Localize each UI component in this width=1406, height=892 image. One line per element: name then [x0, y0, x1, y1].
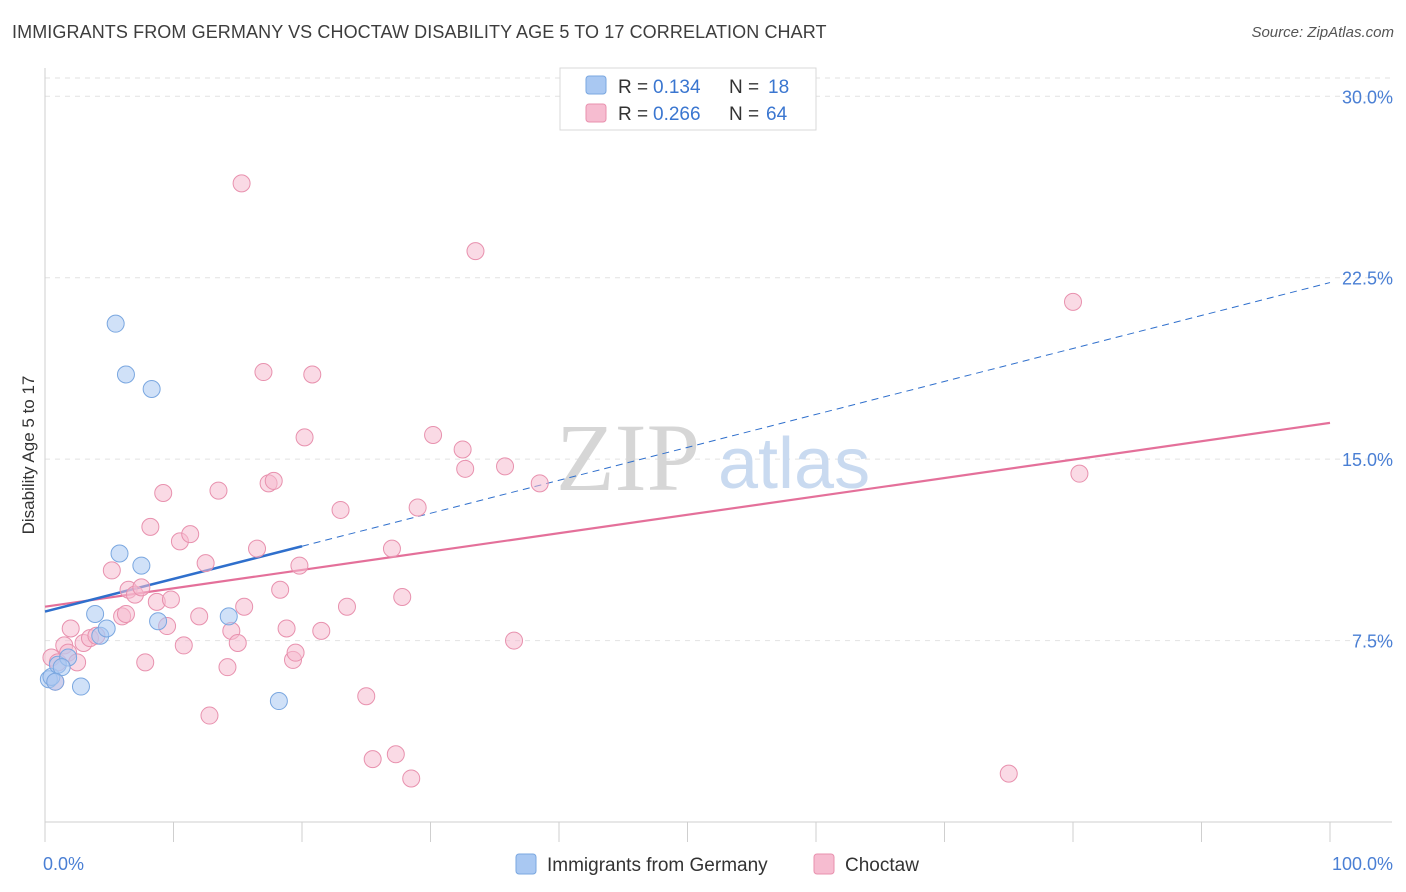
point-choctaw-23	[174, 636, 193, 655]
y-tick-labels: 7.5% 15.0% 22.5% 30.0%	[1342, 87, 1393, 651]
point-choctaw-31	[228, 633, 247, 652]
point-choctaw-16	[136, 653, 155, 672]
top-legend: R = 0.134 N = 18 R = 0.266 N = 64	[559, 67, 817, 131]
point-choctaw-48	[363, 750, 382, 769]
trend-line-choctaw	[44, 421, 1331, 608]
y-axis-label: Disability Age 5 to 17	[19, 376, 38, 535]
point-choctaw-27	[200, 706, 219, 725]
axes	[44, 68, 1392, 842]
watermark-zip: ZIP	[556, 404, 700, 511]
point-choctaw-62	[999, 764, 1018, 783]
y-tick-label-1: 15.0%	[1342, 450, 1393, 470]
point-choctaw-47	[357, 687, 376, 706]
point-choctaw-26	[196, 554, 215, 573]
point-germany-12	[142, 379, 161, 398]
point-choctaw-59	[505, 631, 524, 650]
point-choctaw-41	[290, 556, 309, 575]
legend-n-label-choctaw: N =	[729, 104, 759, 125]
point-choctaw-49	[382, 539, 401, 558]
point-choctaw-60	[530, 474, 549, 493]
point-choctaw-25	[190, 607, 209, 626]
bottom-legend-label-germany: Immigrants from Germany	[547, 855, 768, 876]
point-choctaw-34	[254, 363, 273, 382]
y-tick-label-3: 30.0%	[1342, 87, 1393, 107]
point-germany-7	[97, 619, 116, 638]
point-choctaw-32	[235, 597, 254, 616]
x-tick-label-0: 0.0%	[43, 854, 84, 874]
point-choctaw-50	[386, 745, 405, 764]
point-choctaw-10	[102, 561, 121, 580]
legend-r-label-choctaw: R =	[618, 104, 648, 125]
point-choctaw-45	[331, 500, 350, 519]
point-choctaw-53	[408, 498, 427, 517]
point-choctaw-15	[132, 578, 151, 597]
point-choctaw-46	[337, 597, 356, 616]
trend-lines	[44, 282, 1331, 613]
grid-lines	[45, 77, 1392, 642]
point-germany-9	[106, 314, 125, 333]
point-germany-4	[71, 677, 90, 696]
chart-title: IMMIGRANTS FROM GERMANY VS CHOCTAW DISAB…	[12, 22, 827, 42]
point-choctaw-19	[154, 484, 173, 503]
data-points	[39, 174, 1089, 788]
y-tick-label-0: 7.5%	[1352, 632, 1393, 652]
legend-n-value-choctaw: 64	[766, 104, 788, 125]
legend-r-value-germany: 0.134	[653, 77, 701, 98]
legend-swatch-germany	[585, 75, 607, 95]
point-choctaw-37	[271, 580, 290, 599]
bottom-legend-swatch-choctaw	[813, 853, 835, 875]
point-choctaw-36	[264, 471, 283, 490]
point-choctaw-58	[496, 457, 515, 476]
point-choctaw-28	[209, 481, 228, 500]
x-tick-label-1: 100.0%	[1332, 854, 1393, 874]
point-choctaw-29	[218, 658, 237, 677]
point-germany-11	[132, 556, 151, 575]
point-choctaw-56	[456, 459, 475, 478]
point-germany-13	[149, 612, 168, 631]
point-germany-8	[110, 544, 129, 563]
bottom-legend: Immigrants from Germany Choctaw	[515, 853, 919, 876]
legend-r-label-germany: R =	[618, 77, 648, 98]
point-choctaw-54	[424, 425, 443, 444]
point-choctaw-61	[232, 174, 251, 193]
chart-source: Source: ZipAtlas.com	[1251, 24, 1394, 41]
legend-n-value-germany: 18	[768, 77, 789, 98]
y-tick-label-2: 22.5%	[1342, 269, 1393, 289]
point-choctaw-33	[248, 539, 267, 558]
point-germany-17	[46, 672, 65, 691]
bottom-legend-swatch-germany	[515, 853, 537, 875]
watermark: ZIP atlas	[556, 404, 870, 511]
point-germany-14	[219, 607, 238, 626]
point-choctaw-40	[286, 643, 305, 662]
point-choctaw-51	[393, 588, 412, 607]
point-choctaw-55	[453, 440, 472, 459]
legend-r-value-choctaw: 0.266	[653, 104, 701, 125]
point-choctaw-57	[466, 242, 485, 261]
point-choctaw-24	[181, 525, 200, 544]
point-germany-5	[86, 604, 105, 623]
legend-n-label-germany: N =	[729, 77, 759, 98]
legend-swatch-choctaw	[585, 103, 607, 123]
point-choctaw-43	[303, 365, 322, 384]
point-germany-10	[116, 365, 135, 384]
bottom-legend-label-choctaw: Choctaw	[845, 855, 919, 876]
point-choctaw-63	[1064, 292, 1082, 311]
trend-line-germany-extension	[301, 282, 1331, 547]
point-choctaw-17	[141, 517, 160, 536]
point-germany-15	[269, 692, 288, 711]
point-choctaw-64	[1070, 464, 1089, 483]
point-choctaw-52	[402, 769, 421, 788]
point-choctaw-38	[277, 619, 296, 638]
watermark-atlas: atlas	[718, 424, 870, 504]
point-choctaw-44	[312, 621, 331, 640]
point-choctaw-21	[161, 590, 180, 609]
point-choctaw-5	[61, 619, 80, 638]
x-tick-labels: 0.0% 100.0%	[43, 854, 1393, 874]
point-choctaw-12	[116, 604, 135, 623]
point-choctaw-42	[295, 428, 314, 447]
